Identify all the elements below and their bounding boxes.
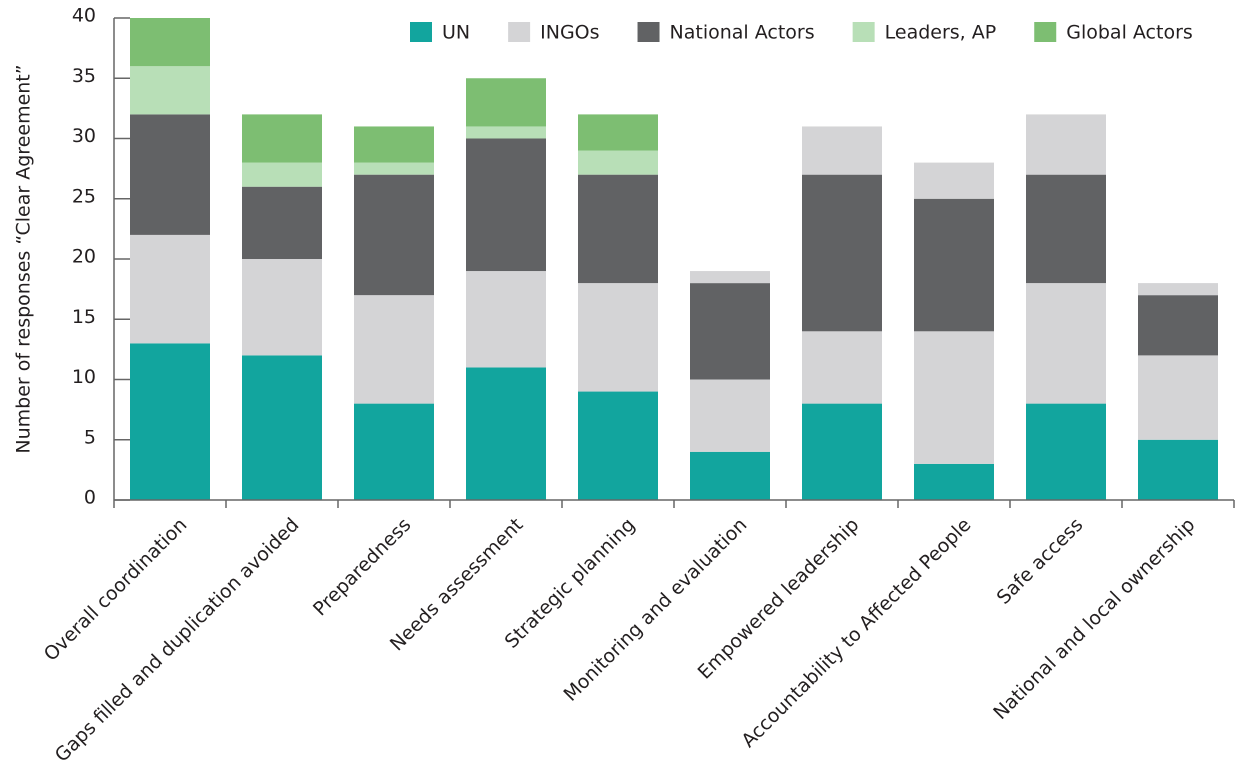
bar-segment (1138, 355, 1218, 440)
bar-segment (130, 114, 210, 235)
bar-segment (130, 66, 210, 115)
x-tick-label: Gaps filled and duplication avoided (51, 514, 304, 767)
y-tick-label: 5 (84, 426, 96, 448)
y-tick-label: 30 (72, 125, 96, 147)
bar-segment (914, 463, 994, 500)
bar-segment (466, 126, 546, 139)
y-tick-label: 35 (72, 65, 96, 87)
y-tick-label: 20 (72, 246, 96, 268)
y-tick-label: 10 (72, 366, 96, 388)
x-tick-label: Monitoring and evaluation (560, 514, 752, 706)
bar-segment (1026, 114, 1106, 175)
bar-segment (242, 259, 322, 356)
bar-segment (466, 138, 546, 272)
legend-label: UN (442, 22, 470, 44)
bar-segment (578, 150, 658, 175)
bar-segment (578, 174, 658, 284)
legend-label: Global Actors (1066, 22, 1193, 44)
bar-segment (242, 114, 322, 163)
bar-segment (690, 379, 770, 452)
bar-segment (690, 451, 770, 500)
bar-segment (914, 331, 994, 464)
y-tick-label: 40 (72, 5, 96, 27)
y-tick-label: 15 (72, 306, 96, 328)
bar-segment (690, 283, 770, 380)
bar-segment (1138, 283, 1218, 296)
bar-segment (578, 114, 658, 151)
legend-label: INGOs (540, 22, 599, 44)
bar-segment (354, 174, 434, 296)
bar-segment (466, 78, 546, 127)
bar-segment (242, 186, 322, 259)
bar-segment (242, 355, 322, 500)
legend-label: Leaders, AP (885, 22, 997, 44)
bar-segment (242, 162, 322, 187)
legend-swatch (852, 22, 875, 42)
bar-segment (354, 295, 434, 404)
y-tick-label: 0 (84, 487, 96, 509)
bar-segment (802, 174, 882, 332)
bar-segment (354, 126, 434, 163)
bar-segment (466, 367, 546, 500)
y-axis-label: Number of responses “Clear Agreement” (13, 64, 35, 453)
x-tick-label: Safe access (993, 514, 1088, 609)
bar-segment (130, 343, 210, 500)
bar-segment (914, 198, 994, 332)
legend-swatch (1034, 22, 1057, 42)
bar-segment (466, 271, 546, 368)
legend-label: National Actors (670, 22, 815, 44)
legend-swatch (637, 22, 660, 42)
x-tick-label: Accountability to Affected People (737, 514, 975, 752)
bar-segment (802, 126, 882, 175)
x-tick-label: Preparedness (309, 514, 415, 620)
bar-segment (690, 271, 770, 284)
bar-segment (1026, 403, 1106, 500)
bar-segment (354, 162, 434, 175)
bar-segment (578, 391, 658, 500)
bar-segment (802, 403, 882, 500)
bar-segment (914, 162, 994, 199)
bar-segment (802, 331, 882, 404)
bar-segment (578, 283, 658, 392)
bar-segment (130, 234, 210, 344)
bar-segment (1138, 439, 1218, 500)
bar-segment (1138, 295, 1218, 356)
x-tick-label: National and local ownership (989, 514, 1199, 724)
legend-swatch (410, 22, 432, 42)
legend-swatch (508, 22, 531, 42)
bar-segment (1026, 174, 1106, 284)
bar-segment (130, 18, 210, 67)
bar-segment (1026, 283, 1106, 404)
bar-segment (354, 403, 434, 500)
y-tick-label: 25 (72, 185, 96, 207)
